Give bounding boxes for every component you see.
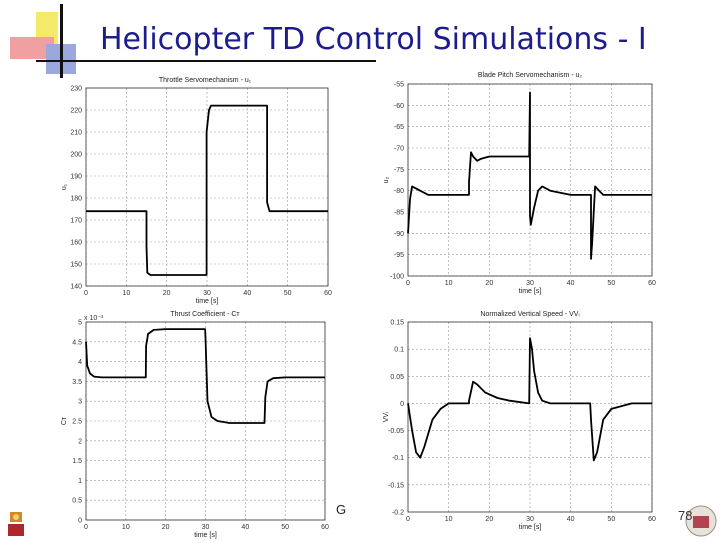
y-tick-label: 140 (70, 284, 82, 291)
x-tick-label: 60 (324, 290, 332, 297)
y-tick-label: -65 (394, 124, 404, 131)
y-tick-label: -0.15 (388, 482, 404, 489)
y-tick-label: 0.15 (390, 320, 404, 327)
x-axis-label: time [s] (519, 288, 542, 295)
y-tick-label: -85 (394, 210, 404, 217)
chart-title: Blade Pitch Servomechanism - u₂ (478, 72, 583, 79)
x-tick-label: 10 (445, 280, 453, 287)
y-tick-label: 2.5 (72, 419, 82, 426)
y-tick-label: 230 (70, 86, 82, 93)
y-tick-label: 0 (400, 401, 404, 408)
x-tick-label: 0 (84, 290, 88, 297)
y-axis-label: VVᵢ (383, 412, 390, 422)
y-axis-label: Cт (61, 416, 68, 425)
x-tick-label: 40 (243, 290, 251, 297)
y-tick-label: -80 (394, 188, 404, 195)
plot-frame (85, 321, 326, 521)
page-number: 78 (678, 508, 693, 523)
y-tick-label: 1.5 (72, 458, 82, 465)
x-tick-label: 30 (202, 524, 210, 531)
y-tick-label: -100 (390, 274, 404, 281)
y-tick-label: 4 (78, 359, 82, 366)
series-line (86, 104, 328, 276)
y-tick-label: -0.05 (388, 428, 404, 435)
x-tick-label: 10 (122, 290, 130, 297)
x-tick-label: 30 (526, 280, 534, 287)
plot-frame (407, 321, 653, 513)
chart-title: Throttle Servomechanism - u₁ (159, 77, 252, 84)
series-line (407, 91, 652, 260)
y-tick-label: 150 (70, 262, 82, 269)
x-tick-label: 60 (321, 524, 329, 531)
y-tick-label: 0 (78, 518, 82, 525)
x-tick-label: 30 (203, 290, 211, 297)
y-tick-label: -0.2 (392, 510, 404, 517)
y-tick-label: 3.5 (72, 379, 82, 386)
x-tick-label: 20 (485, 516, 493, 523)
y-tick-label: 0.1 (394, 347, 404, 354)
x-tick-label: 20 (162, 524, 170, 531)
y-tick-label: 190 (70, 174, 82, 181)
x-tick-label: 50 (281, 524, 289, 531)
decor-line-horizontal (36, 60, 376, 62)
y-tick-label: -55 (394, 82, 404, 89)
y-tick-label: 0.5 (72, 498, 82, 505)
y-axis-label: u₁ (61, 183, 68, 190)
y-tick-label: 4.5 (72, 339, 82, 346)
axis-multiplier: x 10⁻³ (84, 315, 104, 322)
x-tick-label: 40 (567, 516, 575, 523)
y-tick-label: 200 (70, 152, 82, 159)
y-tick-label: 180 (70, 196, 82, 203)
y-axis-label: u₂ (383, 176, 390, 183)
x-tick-label: 50 (284, 290, 292, 297)
x-axis-label: time [s] (519, 524, 542, 531)
x-tick-label: 20 (163, 290, 171, 297)
y-tick-label: -60 (394, 103, 404, 110)
chart-title: Normalized Vertical Speed - VVᵢ (480, 311, 579, 318)
x-tick-label: 50 (607, 516, 615, 523)
x-tick-label: 30 (526, 516, 534, 523)
slide-title: Helicopter TD Control Simulations - I (100, 22, 647, 57)
university-logo-right (684, 504, 718, 538)
plot-frame (407, 83, 653, 277)
x-axis-label: time [s] (196, 298, 219, 305)
y-tick-label: 160 (70, 240, 82, 247)
x-tick-label: 60 (648, 516, 656, 523)
y-tick-label: -75 (394, 167, 404, 174)
x-tick-label: 40 (567, 280, 575, 287)
y-tick-label: 0.05 (390, 374, 404, 381)
x-axis-label: time [s] (194, 532, 217, 539)
x-tick-label: 0 (406, 280, 410, 287)
y-tick-label: -70 (394, 146, 404, 153)
university-logo-left (6, 510, 26, 538)
y-tick-label: 3 (78, 399, 82, 406)
decor-line-vertical (60, 4, 63, 78)
y-tick-label: 220 (70, 108, 82, 115)
x-tick-label: 20 (485, 280, 493, 287)
plot-frame (85, 87, 329, 287)
x-tick-label: 0 (406, 516, 410, 523)
x-tick-label: 60 (648, 280, 656, 287)
y-tick-label: 1 (78, 478, 82, 485)
x-tick-label: 10 (445, 516, 453, 523)
stray-letter: G (336, 502, 347, 517)
series-line (407, 337, 652, 462)
y-tick-label: -0.1 (392, 455, 404, 462)
y-tick-label: -95 (394, 252, 404, 259)
y-tick-label: 2 (78, 438, 82, 445)
x-tick-label: 50 (607, 280, 615, 287)
y-tick-label: 210 (70, 130, 82, 137)
series-line (85, 328, 325, 424)
x-tick-label: 40 (241, 524, 249, 531)
y-tick-label: -90 (394, 231, 404, 238)
y-tick-label: 5 (78, 320, 82, 327)
chart-title: Thrust Coefficient - Cт (170, 311, 240, 318)
x-tick-label: 10 (122, 524, 130, 531)
decor-square-red (10, 37, 54, 59)
x-tick-label: 0 (84, 524, 88, 531)
y-tick-label: 170 (70, 218, 82, 225)
